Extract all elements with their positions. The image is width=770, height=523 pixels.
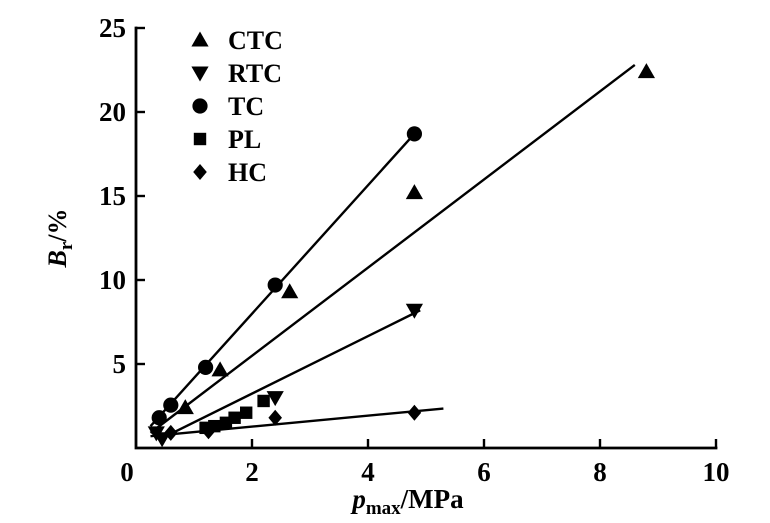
x-tick-label-0: 0 [120, 457, 134, 487]
marker-TC-4 [406, 126, 422, 142]
marker-PL-3 [228, 411, 241, 424]
legend-label-RTC: RTC [228, 59, 282, 88]
legend-label-PL: PL [228, 125, 261, 154]
y-axis-title: Br/% [43, 208, 77, 268]
y-tick-label-25: 25 [99, 13, 126, 43]
marker-HC-1 [201, 423, 216, 440]
marker-CTC-0 [176, 399, 194, 415]
legend-item-HC: HC [193, 158, 267, 187]
legend-marker-CTC [191, 31, 209, 47]
fit-line-RTC [158, 309, 421, 441]
y-tick-label-5: 5 [113, 349, 127, 379]
marker-PL-5 [257, 394, 270, 408]
axes-frame [134, 26, 718, 450]
y-tick-label-20: 20 [99, 97, 126, 127]
x-tick-label-10: 10 [703, 457, 730, 487]
legend-item-PL: PL [193, 125, 261, 154]
marker-RTC-3 [405, 303, 423, 319]
marker-HC-0 [164, 424, 178, 441]
fit-line-TC [149, 133, 416, 427]
fit-line-CTC [149, 64, 636, 434]
marker-CTC-4 [637, 63, 655, 79]
x-tick-label-2: 2 [245, 457, 259, 487]
fit-line-HC [150, 407, 444, 438]
legend-marker-RTC [191, 66, 209, 82]
marker-TC-0 [151, 410, 167, 426]
y-tick-label-15: 15 [99, 181, 126, 211]
marker-PL-4 [240, 406, 253, 419]
legend-label-HC: HC [228, 158, 267, 187]
marker-CTC-2 [281, 283, 299, 299]
marker-TC-2 [198, 359, 214, 375]
marker-TC-1 [163, 397, 179, 413]
x-axis-title: pmax/MPa [350, 484, 464, 519]
legend-item-CTC: CTC [191, 26, 283, 55]
marker-HC-2 [268, 409, 282, 426]
marker-HC-3 [407, 404, 422, 421]
legend-label-CTC: CTC [228, 26, 283, 55]
legend-marker-PL [193, 132, 207, 146]
marker-CTC-1 [211, 361, 229, 377]
y-tick-label-10: 10 [99, 265, 126, 295]
legend-marker-TC [192, 98, 208, 114]
marker-RTC-1 [153, 432, 171, 448]
legend-item-RTC: RTC [191, 59, 282, 88]
x-tick-label-6: 6 [477, 457, 491, 487]
legend-item-TC: TC [192, 92, 264, 121]
marker-TC-3 [267, 277, 283, 293]
x-tick-label-8: 8 [593, 457, 607, 487]
marker-RTC-2 [266, 391, 284, 407]
x-tick-label-4: 4 [361, 457, 375, 487]
legend-marker-HC [193, 164, 207, 180]
marker-CTC-3 [405, 184, 423, 200]
legend-label-TC: TC [228, 92, 264, 121]
